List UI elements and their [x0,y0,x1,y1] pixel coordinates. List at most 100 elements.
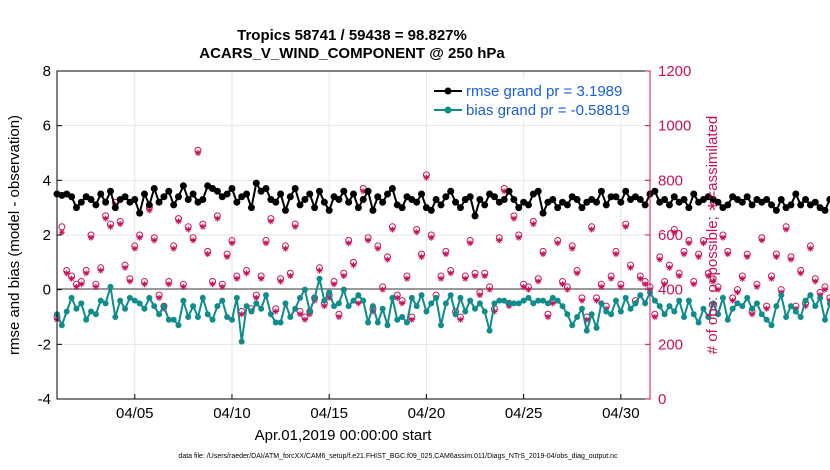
rmse-point [641,201,649,209]
obs-assimilated-point [437,275,444,282]
bias-point [287,314,294,320]
bias-point [676,297,683,304]
bias-point [107,283,114,290]
obs-assimilated-point [428,234,435,241]
obs-assimilated-point [719,234,726,241]
obs-assimilated-point [642,281,649,288]
rmse-point [578,204,586,212]
obs-assimilated-point [219,283,226,290]
obs-assimilated-point [399,300,406,307]
bias-point [739,303,746,310]
bias-point [472,305,479,312]
obs-assimilated-point [355,300,362,307]
bias-point [151,303,158,310]
obs-assimilated-point [408,316,415,323]
bias-point [753,300,760,307]
bias-point [369,303,376,310]
bias-point [564,311,571,318]
obs-assimilated-point [253,294,260,301]
obs-assimilated-point [136,234,143,241]
obs-assimilated-point [287,273,294,279]
bias-point [418,292,425,299]
bias-point [102,300,109,307]
obs-assimilated-point [209,281,216,288]
rmse-point [573,195,581,203]
rmse-point [471,212,479,220]
left-tick-label: -4 [38,391,51,408]
obs-assimilated-point [821,286,828,293]
bias-point [744,294,751,301]
obs-assimilated-point [267,218,274,225]
rmse-point [315,187,323,195]
rmse-point [189,190,197,198]
rmse-point [563,201,571,209]
obs-assimilated-point [126,278,133,285]
rmse-point [306,190,314,198]
rmse-series [53,179,830,220]
rmse-point [345,198,353,206]
obs-assimilated-point [612,251,619,258]
rmse-point [155,198,163,206]
bias-point [136,300,143,307]
obs-assimilated-point [228,240,235,247]
obs-assimilated-point [185,226,192,233]
bias-point [583,327,590,334]
rmse-point [340,187,348,195]
rmse-point [607,193,615,201]
rmse-point [466,193,474,201]
right-tick-label: 800 [658,172,683,189]
rmse-point [622,187,630,195]
bias-point [156,311,163,318]
bias-point [413,303,420,310]
bias-point [335,300,342,307]
rmse-point [325,206,333,214]
obs-assimilated-point [63,270,70,277]
obs-assimilated-point [622,223,629,230]
obs-assimilated-point [637,275,644,282]
obs-assimilated-point [510,215,517,222]
left-tick-label: -2 [38,336,51,353]
rmse-point [777,195,785,203]
obs-assimilated-point [729,297,736,304]
rmse-point [802,195,810,203]
rmse-point [524,201,532,209]
obs-assimilated-point [763,305,770,312]
rmse-point [787,201,795,209]
rmse-point [510,195,518,203]
rmse-point [539,209,547,217]
bias-point [749,305,756,312]
obs-assimilated-point [807,245,814,252]
obs-assimilated-point [350,262,357,269]
obs-assimilated-point [681,251,688,258]
bias-point [297,294,304,301]
bias-point [637,292,644,299]
obs-assimilated-point [141,281,148,288]
rmse-point [213,187,221,195]
obs-assimilated-point [175,218,182,225]
bias-point [92,311,99,318]
rmse-point [714,198,722,206]
bias-point [452,311,459,318]
obs-assimilated-point [442,251,449,258]
rmse-point [748,201,756,209]
left-axis: -4 -2 0 2 4 6 8 [38,63,62,408]
obs-assimilated-point [214,215,221,222]
rmse-point [199,195,207,203]
obs-assimilated-point [753,283,760,290]
bias-point [146,294,153,301]
bias-point [588,311,595,318]
obs-assimilated-point [690,281,697,288]
rmse-point [243,190,251,198]
rmse-point [223,190,231,198]
obs-assimilated-point [316,267,323,274]
obs-assimilated-point [78,281,85,288]
rmse-point [768,201,776,209]
rmse-point [291,185,299,193]
obs-assimilated-point [170,245,177,252]
bias-point [486,327,493,334]
bias-point [301,286,308,293]
obs-assimilated-point [384,256,391,263]
bias-point [394,316,401,323]
obs-assimilated-point [530,221,537,228]
